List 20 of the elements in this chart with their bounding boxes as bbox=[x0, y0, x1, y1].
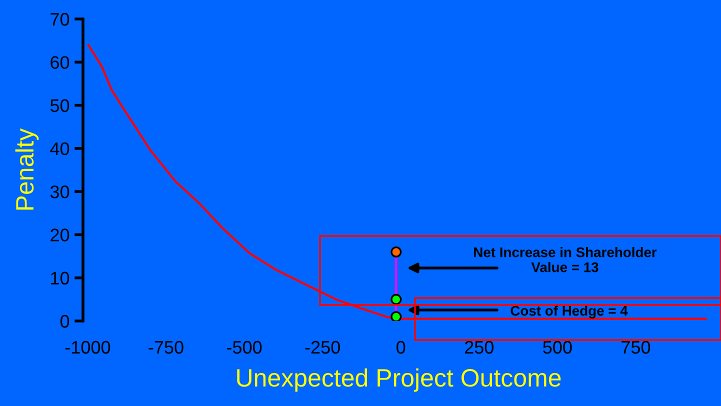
y-tick-label: 50 bbox=[50, 99, 70, 112]
x-tick-label: -250 bbox=[305, 340, 340, 354]
x-tick-label: -1000 bbox=[65, 340, 110, 354]
y-tick-label: 60 bbox=[50, 56, 70, 69]
x-tick-label: 750 bbox=[622, 340, 650, 354]
y-tick-label: 0 bbox=[60, 314, 70, 328]
x-axis-title: Unexpected Project Outcome bbox=[237, 368, 561, 392]
y-tick-label: 20 bbox=[50, 228, 70, 242]
x-tick-label: 500 bbox=[543, 340, 572, 354]
y-tick-label: 10 bbox=[51, 272, 70, 285]
y-tick-label: 70 bbox=[50, 12, 70, 26]
annotation: Net Increase in Shareholder Value = 13 bbox=[474, 247, 657, 272]
annotation: Cost of Hedge = 4 bbox=[510, 305, 628, 319]
x-tick-label: 0 bbox=[396, 340, 406, 354]
y-tick-label: 30 bbox=[50, 186, 70, 198]
x-tick-label: -750 bbox=[148, 340, 184, 354]
x-tick-label: -500 bbox=[227, 340, 262, 354]
y-axis-title: Penalty bbox=[15, 128, 39, 210]
x-tick-label: 250 bbox=[464, 340, 494, 354]
y-tick-label: 40 bbox=[50, 142, 70, 156]
